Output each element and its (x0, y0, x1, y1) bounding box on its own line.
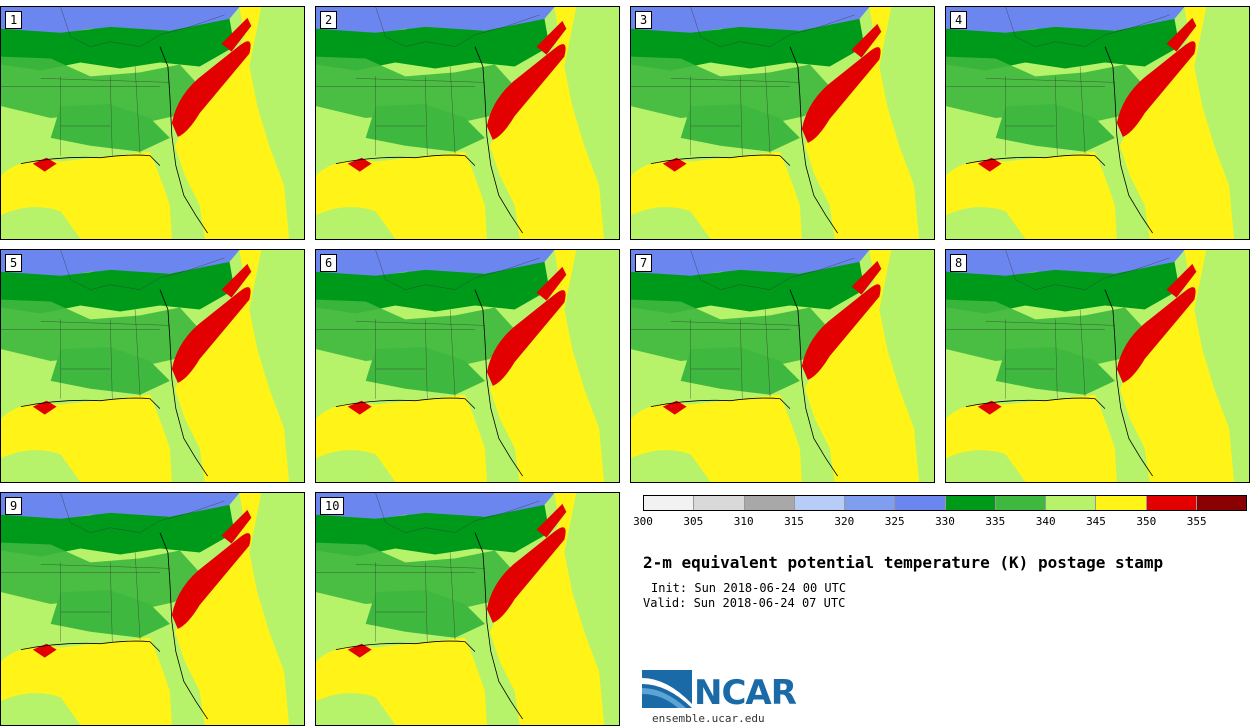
colorbar-swatch-5 (895, 496, 946, 510)
ncar-logo-icon (642, 670, 692, 708)
colorbar-swatch-8 (1046, 496, 1097, 510)
colorbar-tick-label: 355 (1186, 515, 1207, 528)
colorbar-swatch-9 (1096, 496, 1147, 510)
member-panel-7: 7 (630, 249, 935, 483)
site-url: ensemble.ucar.edu (652, 712, 765, 725)
member-panel-1: 1 (0, 6, 305, 240)
colorbar-tick-label: 350 (1136, 515, 1157, 528)
member-label: 9 (5, 497, 23, 515)
map-field (1, 250, 304, 482)
member-label: 7 (635, 254, 653, 272)
colorbar-swatch-0 (644, 496, 695, 510)
map-field (631, 250, 934, 482)
member-panel-6: 6 (315, 249, 620, 483)
figure-title: 2-m equivalent potential temperature (K)… (643, 553, 1164, 572)
map-field (946, 7, 1249, 239)
member-label: 4 (950, 11, 968, 29)
member-panel-4: 4 (945, 6, 1250, 240)
colorbar-tick-label: 320 (834, 515, 855, 528)
colorbar-swatch-3 (794, 496, 845, 510)
map-field (946, 250, 1249, 482)
colorbar-tick-label: 330 (935, 515, 955, 528)
valid-time: Valid: Sun 2018-06-24 07 UTC (643, 596, 846, 610)
member-panel-3: 3 (630, 6, 935, 240)
member-label: 8 (950, 254, 968, 272)
colorbar (643, 495, 1247, 511)
colorbar-tick-label: 305 (683, 515, 704, 528)
member-label: 5 (5, 254, 23, 272)
colorbar-swatch-1 (694, 496, 745, 510)
member-label: 6 (320, 254, 338, 272)
member-panel-9: 9 (0, 492, 305, 726)
member-label: 2 (320, 11, 338, 29)
ncar-logo: NCAR (642, 670, 797, 716)
member-panel-8: 8 (945, 249, 1250, 483)
map-field (316, 493, 619, 725)
member-panel-2: 2 (315, 6, 620, 240)
colorbar-swatch-10 (1146, 496, 1197, 510)
ncar-logo-text: NCAR (694, 673, 797, 713)
colorbar-swatch-6 (945, 496, 996, 510)
colorbar-swatch-11 (1196, 496, 1246, 510)
colorbar-ticks: 300 305 310 315 320 325 330 335 340 345 350 355 (633, 515, 1247, 529)
map-field (1, 7, 304, 239)
colorbar-swatch-4 (845, 496, 896, 510)
colorbar-swatch-7 (995, 496, 1046, 510)
map-field (316, 250, 619, 482)
colorbar-tick-label: 345 (1086, 515, 1106, 528)
member-label: 1 (5, 11, 23, 29)
colorbar-tick-label: 335 (985, 515, 1006, 528)
colorbar-tick-label: 340 (1035, 515, 1056, 528)
colorbar-tick-label: 300 (633, 515, 653, 528)
member-label: 3 (635, 11, 653, 29)
map-field (316, 7, 619, 239)
colorbar-tick-label: 310 (733, 515, 754, 528)
map-field (1, 493, 304, 725)
colorbar-tick-label: 315 (784, 515, 804, 528)
init-time: Init: Sun 2018-06-24 00 UTC (651, 581, 847, 595)
member-label: 10 (320, 497, 345, 515)
colorbar-swatch-2 (744, 496, 795, 510)
member-panel-5: 5 (0, 249, 305, 483)
colorbar-tick-label: 325 (884, 515, 905, 528)
member-panel-10: 10 (315, 492, 620, 726)
map-field (631, 7, 934, 239)
